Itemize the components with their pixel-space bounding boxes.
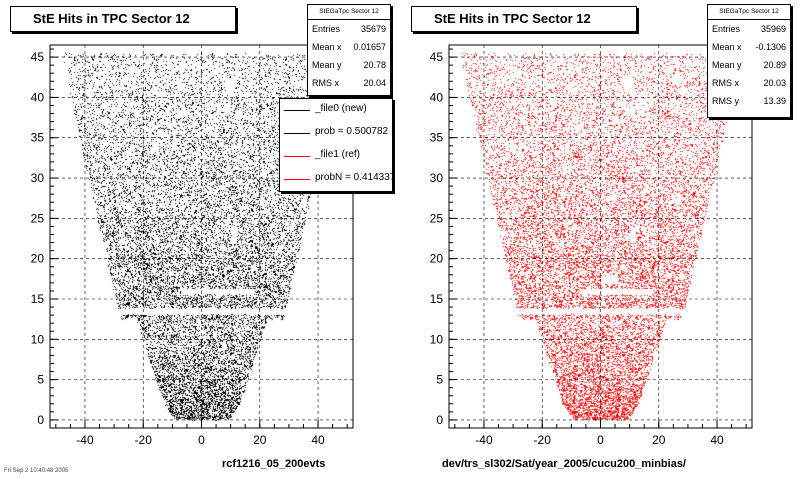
x-tick-label: 20 [253, 433, 267, 447]
y-tick-label: 30 [430, 171, 444, 185]
y-tick-label: 0 [37, 413, 44, 427]
plot-frame-1: -40 -20 0 20 40 0 5 10 15 20 25 30 35 40 45 [430, 44, 753, 447]
left-stats-row: Entries 35679 [312, 24, 386, 34]
x-tick-label: 0 [198, 433, 205, 447]
left-stats-box: StEGaTpc Sector 12 Entries 35679 Mean x 0.… [307, 4, 391, 96]
x-tick-label: 40 [710, 433, 724, 447]
x-tick-label: -40 [76, 433, 94, 447]
x-tick-label: 0 [597, 433, 604, 447]
y-tick-label: 35 [430, 131, 444, 145]
legend-line-swatch [284, 156, 310, 157]
right-stats-row: Mean x -0.1306 [712, 42, 786, 52]
y-tick-label: 10 [31, 332, 45, 346]
right-x-axis-label: dev/trs_sl302/Sat/year_2005/cucu200_minb… [442, 458, 686, 470]
y-tick-label: 35 [31, 131, 45, 145]
y-tick-label: 40 [430, 90, 444, 104]
legend-entry: prob = 0.500782 [280, 122, 392, 145]
y-tick-label: 40 [31, 90, 45, 104]
x-tick-label: -20 [135, 433, 153, 447]
y-tick-label: 10 [430, 332, 444, 346]
right-stats-row: RMS y 13.39 [712, 96, 786, 106]
y-tick-label: 20 [430, 252, 444, 266]
left-x-axis-label: rcf1216_05_200evts [222, 458, 326, 470]
legend-box: _file0 (new) prob = 0.500782 _file1 (ref… [279, 98, 393, 192]
y-tick-label: 20 [31, 252, 45, 266]
right-stats-header: StEGaTpc Sector 12 [708, 5, 790, 20]
legend-line-swatch [284, 110, 310, 111]
x-tick-label: 40 [311, 433, 325, 447]
right-plot-title: StE Hits in TPC Sector 12 [411, 6, 637, 32]
y-tick-label: 15 [31, 292, 45, 306]
left-plot-title: StE Hits in TPC Sector 12 [10, 6, 236, 32]
x-tick-label: -20 [534, 433, 552, 447]
y-tick-label: 30 [31, 171, 45, 185]
y-tick-label: 45 [430, 50, 444, 64]
y-tick-label: 25 [430, 211, 444, 225]
y-tick-label: 45 [31, 50, 45, 64]
left-stats-row: RMS x 20.04 [312, 78, 386, 88]
plot-frame-0: -40 -20 0 20 40 0 5 10 15 20 25 30 35 40 45 [31, 44, 354, 447]
timestamp-footer: Fri Sep 2 10:40:48 2005 [4, 468, 69, 474]
y-tick-label: 15 [430, 292, 444, 306]
y-tick-label: 25 [31, 211, 45, 225]
x-tick-label: 20 [652, 433, 666, 447]
right-stats-row: Entries 35969 [712, 24, 786, 34]
legend-line-swatch [284, 133, 310, 134]
y-tick-label: 5 [37, 373, 44, 387]
legend-line-swatch [284, 179, 310, 180]
right-stats-box: StEGaTpc Sector 12 Entries 35969 Mean x -0… [707, 4, 791, 118]
legend-entry: probN = 0.414337 [280, 168, 392, 191]
y-tick-label: 0 [436, 413, 443, 427]
legend-entry: _file1 (ref) [280, 145, 392, 168]
x-tick-label: -40 [475, 433, 493, 447]
legend-entry: _file0 (new) [280, 99, 392, 122]
right-stats-row: Mean y 20.89 [712, 60, 786, 70]
left-stats-header: StEGaTpc Sector 12 [308, 5, 390, 20]
left-stats-row: Mean x 0.01657 [312, 42, 386, 52]
right-stats-row: RMS x 20.03 [712, 78, 786, 88]
left-stats-row: Mean y 20.78 [312, 60, 386, 70]
y-tick-label: 5 [436, 373, 443, 387]
